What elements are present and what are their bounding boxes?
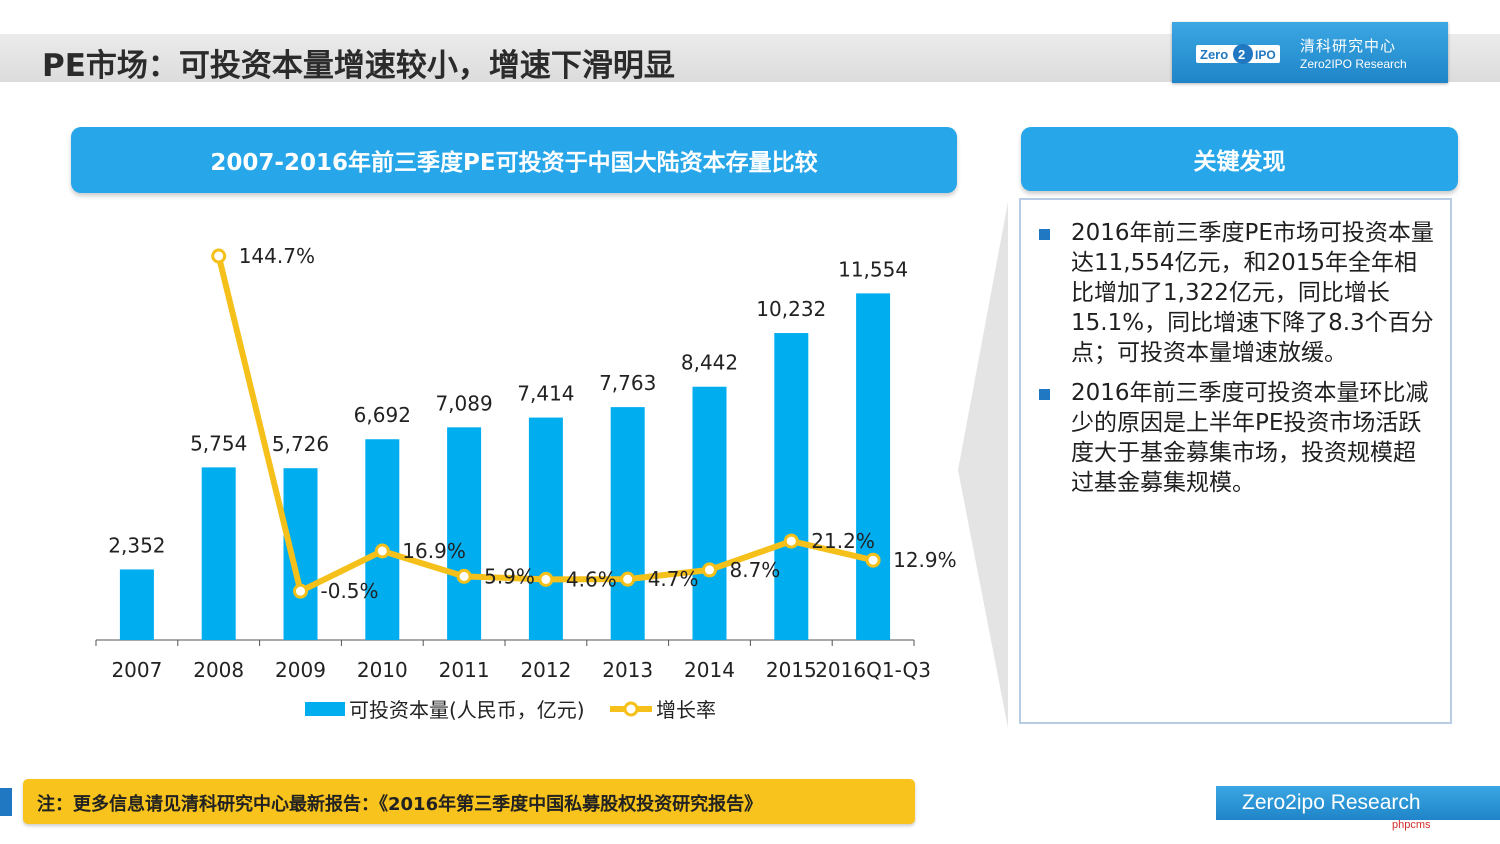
bar-capital	[365, 439, 400, 640]
bar-value-label: 8,442	[681, 351, 738, 375]
growth-rate-label: 4.6%	[566, 567, 617, 591]
bar-value-label: 6,692	[354, 403, 411, 427]
growth-rate-label: 4.7%	[648, 567, 699, 591]
legend-bar-label: 可投资本量(人民币，亿元)	[349, 698, 585, 722]
growth-rate-label: 12.9%	[893, 548, 957, 572]
svg-text:2: 2	[1238, 47, 1245, 62]
bar-capital	[201, 467, 236, 640]
key-findings-panel: 2016年前三季度PE市场可投资本量达11,554亿元，和2015年全年相比增加…	[1019, 198, 1452, 724]
x-tick-label: 2010	[357, 658, 408, 682]
bar-capital	[610, 407, 645, 640]
growth-rate-label: 21.2%	[811, 529, 875, 553]
growth-rate-point	[620, 571, 636, 587]
growth-rate-point	[293, 583, 308, 599]
bar-value-label: 11,554	[838, 257, 908, 281]
x-tick-label: 2008	[193, 658, 244, 682]
growth-rate-label: 16.9%	[402, 539, 466, 563]
key-finding-item: 2016年前三季度可投资本量环比减少的原因是上半年PE投资市场活跃度大于基金募集…	[1039, 378, 1436, 498]
svg-text:Zero: Zero	[1200, 47, 1228, 62]
key-findings-list: 2016年前三季度PE市场可投资本量达11,554亿元，和2015年全年相比增加…	[1021, 200, 1450, 498]
growth-rate-label: 144.7%	[239, 244, 315, 268]
watermark: phpcms	[1392, 819, 1431, 831]
logo-english-name: Zero2IPO Research	[1300, 57, 1407, 71]
bar-capital	[774, 333, 809, 640]
x-tick-label: 2011	[439, 658, 490, 682]
zero2ipo-logo: Zero 2 IPO 清科研究中心 Zero2IPO Research	[1172, 22, 1448, 83]
square-bullet-icon	[1039, 389, 1050, 400]
bar-value-label: 10,232	[756, 297, 826, 321]
x-tick-label: 2007	[111, 658, 162, 682]
square-bullet-icon	[1039, 229, 1050, 240]
x-tick-label: 2009	[275, 658, 326, 682]
x-tick-label: 2016Q1-Q3	[815, 658, 931, 682]
legend-line-marker	[623, 701, 639, 717]
growth-rate-label: 8.7%	[730, 558, 781, 582]
page-title: PE市场：可投资本量增速较小，增速下滑明显	[42, 48, 675, 84]
logo-chinese-name: 清科研究中心	[1300, 37, 1397, 55]
growth-rate-point	[456, 568, 472, 584]
bar-capital	[856, 293, 891, 640]
x-tick-label: 2012	[520, 658, 571, 682]
bar-capital	[447, 427, 482, 640]
footnote-bar: 注：更多信息请见清科研究中心最新报告：《2016年第三季度中国私募股权投资研究报…	[23, 779, 915, 824]
bar-capital	[528, 417, 563, 640]
growth-rate-label: -0.5%	[321, 579, 379, 603]
key-finding-item: 2016年前三季度PE市场可投资本量达11,554亿元，和2015年全年相比增加…	[1039, 218, 1436, 368]
x-tick-label: 2015	[766, 658, 817, 682]
footnote-text: 注：更多信息请见清科研究中心最新报告：《2016年第三季度中国私募股权投资研究报…	[37, 794, 763, 815]
bar-value-label: 7,089	[435, 391, 492, 415]
chart-title: 2007-2016年前三季度PE可投资于中国大陆资本存量比较	[71, 127, 957, 193]
growth-rate-point	[783, 533, 799, 549]
growth-rate-point	[702, 562, 717, 578]
growth-rate-point	[865, 552, 881, 568]
growth-rate-label: 5.9%	[484, 564, 535, 588]
zero2ipo-logo-icon: Zero 2 IPO	[1196, 44, 1280, 64]
bar-value-label: 7,414	[517, 382, 574, 406]
x-tick-label: 2013	[602, 658, 653, 682]
bar-value-label: 5,754	[190, 431, 247, 455]
key-finding-text: 2016年前三季度PE市场可投资本量达11,554亿元，和2015年全年相比增加…	[1071, 220, 1434, 366]
x-tick-label: 2014	[684, 658, 735, 682]
legend-bar-swatch	[305, 702, 345, 716]
bar-capital	[692, 386, 727, 640]
bar-value-label: 2,352	[108, 533, 165, 557]
bar-value-label: 5,726	[272, 432, 329, 456]
key-finding-text: 2016年前三季度可投资本量环比减少的原因是上半年PE投资市场活跃度大于基金募集…	[1071, 380, 1429, 496]
left-accent-bar	[0, 788, 12, 816]
growth-rate-point	[374, 543, 390, 559]
bar-capital	[119, 569, 154, 640]
legend-line-label: 增长率	[656, 698, 716, 722]
key-findings-title: 关键发现	[1021, 127, 1458, 191]
growth-rate-point	[538, 571, 554, 587]
growth-rate-point	[211, 248, 227, 264]
footer-brand: Zero2ipo Research	[1216, 786, 1500, 820]
bar-value-label: 7,763	[599, 371, 656, 395]
panel-connector-arrow	[958, 202, 1008, 728]
svg-text:IPO: IPO	[1255, 48, 1276, 62]
